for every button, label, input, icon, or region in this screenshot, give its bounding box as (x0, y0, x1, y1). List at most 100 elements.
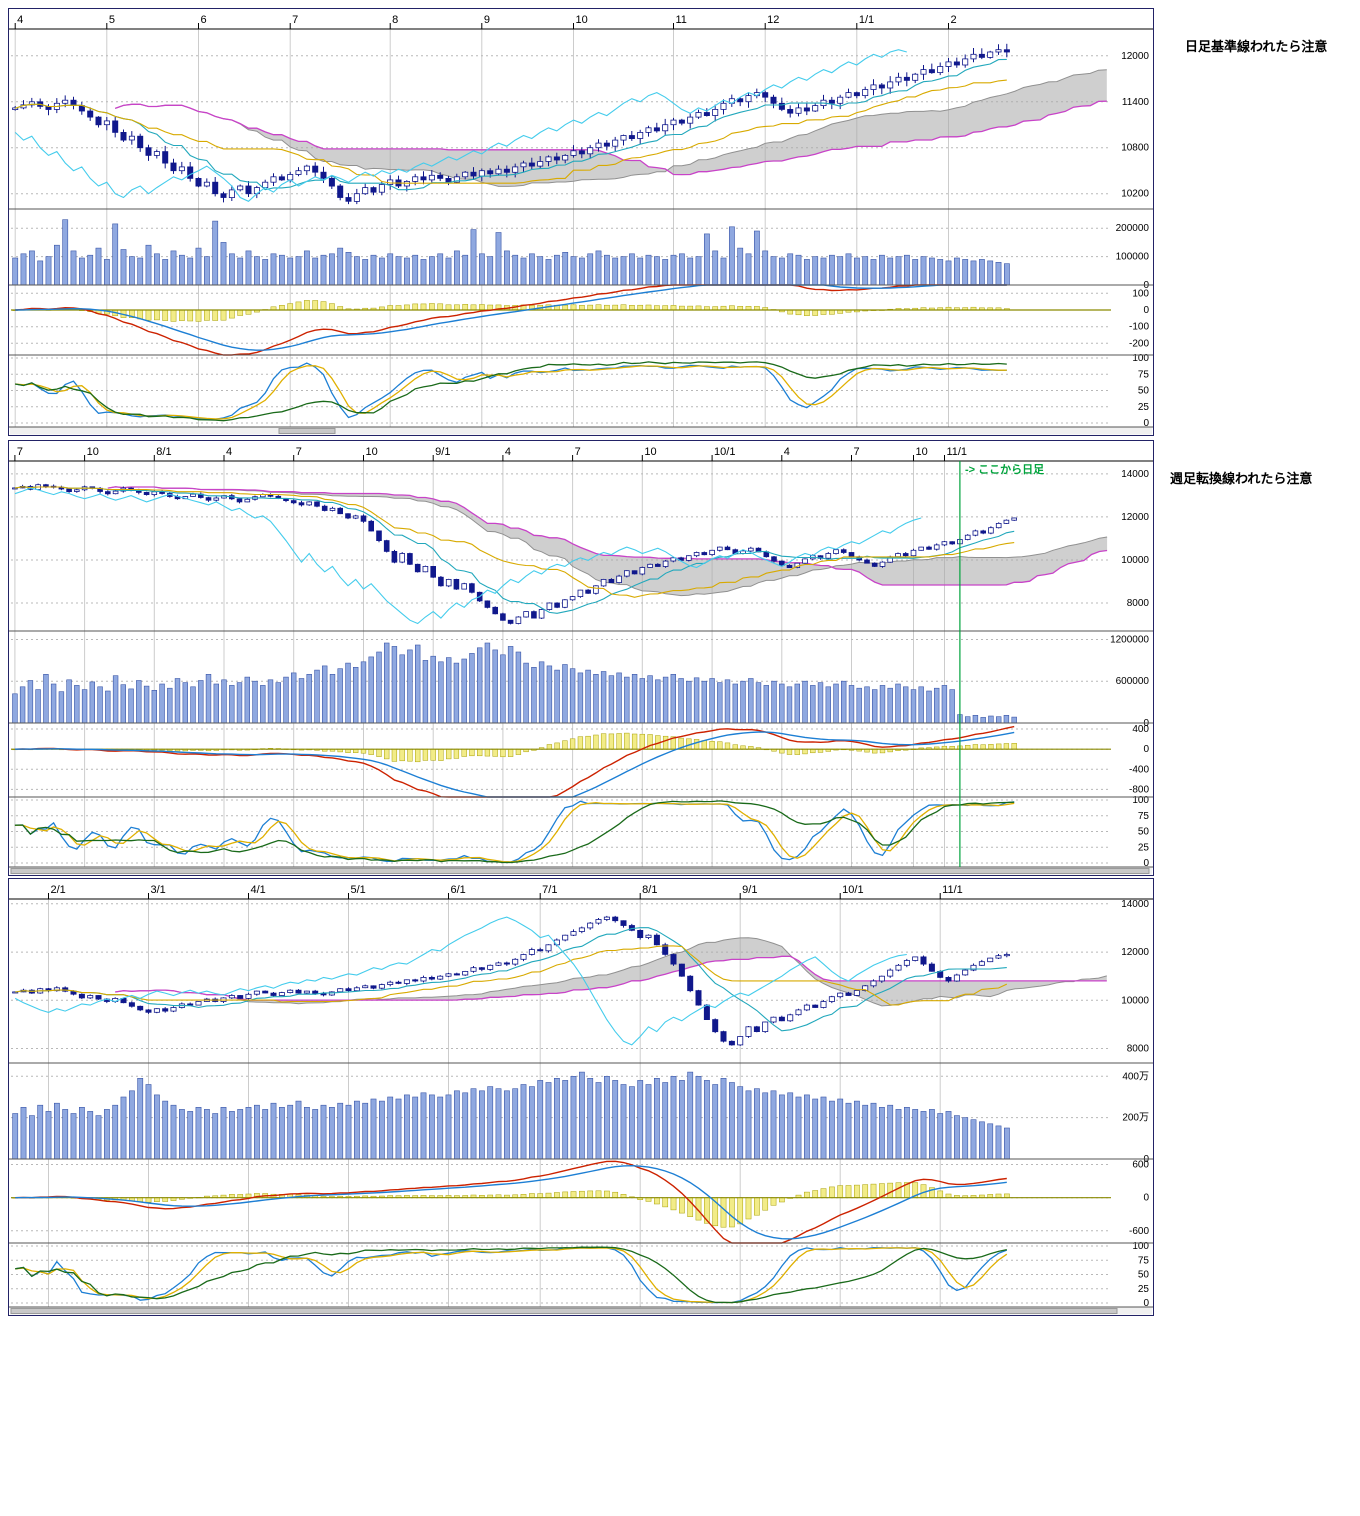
svg-text:10/1: 10/1 (842, 884, 863, 896)
svg-text:11: 11 (676, 14, 687, 26)
svg-text:10000: 10000 (1121, 555, 1149, 566)
svg-text:8000: 8000 (1127, 1044, 1150, 1055)
daily-baseline-warning-note: 日足基準線われたら注意 (1185, 39, 1328, 54)
svg-text:12000: 12000 (1121, 947, 1149, 958)
svg-text:100: 100 (1132, 795, 1149, 806)
date-axis: 4 5 6 7 8 9 10 11 12 1/1 2 (14, 14, 957, 29)
svg-text:7: 7 (292, 14, 298, 26)
svg-text:4: 4 (505, 446, 511, 458)
svg-text:100: 100 (1132, 353, 1149, 364)
svg-text:9/1: 9/1 (435, 446, 450, 458)
svg-text:5: 5 (109, 14, 115, 26)
macd-pane (11, 1160, 1111, 1244)
svg-text:400: 400 (1132, 724, 1149, 735)
grid (11, 899, 1111, 1307)
svg-text:25: 25 (1138, 842, 1150, 853)
svg-text:5/1: 5/1 (351, 884, 366, 896)
weekly-chart-svg: 14000 12000 10000 8000 1200000 600000 0 400 0 -40… (9, 441, 1153, 875)
macd-pane (11, 284, 1111, 356)
svg-text:0: 0 (1143, 418, 1149, 429)
svg-text:10800: 10800 (1121, 143, 1149, 154)
svg-text:12: 12 (767, 14, 779, 26)
svg-text:10: 10 (915, 446, 927, 458)
price-overlays (14, 486, 1015, 625)
svg-text:75: 75 (1138, 811, 1150, 822)
svg-text:10: 10 (644, 446, 656, 458)
svg-text:0: 0 (1143, 858, 1149, 869)
svg-text:4/1: 4/1 (251, 884, 266, 896)
svg-text:-400: -400 (1129, 764, 1149, 775)
candlesticks (12, 915, 1010, 1046)
svg-text:10: 10 (365, 446, 377, 458)
ichimoku-cloud (115, 937, 1107, 1007)
svg-text:75: 75 (1138, 1255, 1150, 1266)
svg-text:11/1: 11/1 (946, 446, 967, 458)
svg-text:400万: 400万 (1122, 1071, 1149, 1082)
svg-text:-100: -100 (1129, 322, 1149, 333)
svg-text:4: 4 (226, 446, 232, 458)
daily-chart-svg: 12000 11400 10800 10200 200000 100000 0 100 0 -10… (9, 9, 1153, 435)
svg-text:14000: 14000 (1121, 469, 1149, 480)
stochastic-pane (15, 361, 1007, 422)
candlesticks (12, 483, 1017, 625)
h-scrollbar-thumb[interactable] (278, 428, 336, 434)
svg-text:7: 7 (296, 446, 302, 458)
svg-text:200万: 200万 (1122, 1113, 1149, 1124)
svg-text:50: 50 (1138, 827, 1150, 838)
ichimoku-cloud (114, 69, 1107, 187)
svg-text:50: 50 (1138, 386, 1150, 397)
svg-text:-200: -200 (1129, 338, 1149, 349)
svg-text:10: 10 (87, 446, 99, 458)
svg-text:50: 50 (1138, 1270, 1150, 1281)
price-overlays (14, 49, 1007, 202)
svg-text:10: 10 (576, 14, 588, 26)
svg-text:7/1: 7/1 (542, 884, 557, 896)
daily-start-note: -> ここから日足 (965, 463, 1045, 476)
svg-text:8/1: 8/1 (156, 446, 171, 458)
svg-text:11400: 11400 (1122, 97, 1150, 108)
longspan-chart-svg: 14000 12000 10000 8000 400万 200万 0 600 0 -600 100 7… (9, 879, 1153, 1315)
candlesticks (12, 43, 1010, 205)
date-axis: 2/1 3/1 4/1 5/1 6/1 7/1 8/1 9/1 10/1 11/1 (48, 884, 963, 899)
svg-text:1/1: 1/1 (859, 14, 874, 26)
svg-text:7: 7 (17, 446, 23, 458)
svg-text:12000: 12000 (1121, 51, 1149, 62)
h-scrollbar-thumb[interactable] (10, 1308, 1118, 1314)
svg-text:1200000: 1200000 (1110, 634, 1149, 645)
svg-text:75: 75 (1138, 369, 1150, 380)
macd-pane (11, 725, 1111, 798)
stochastic-pane (15, 1246, 1008, 1304)
svg-text:6: 6 (201, 14, 207, 26)
svg-text:100: 100 (1132, 1241, 1149, 1252)
svg-text:100: 100 (1132, 288, 1149, 299)
svg-text:25: 25 (1138, 402, 1150, 413)
svg-text:-600: -600 (1129, 1226, 1149, 1237)
svg-text:25: 25 (1138, 1284, 1150, 1295)
svg-text:8: 8 (392, 14, 398, 26)
svg-text:4: 4 (784, 446, 790, 458)
svg-text:9: 9 (484, 14, 490, 26)
svg-text:4: 4 (17, 14, 23, 26)
h-scrollbar-track[interactable] (10, 427, 1152, 435)
svg-text:100000: 100000 (1116, 252, 1150, 263)
date-axis: 7 10 8/1 4 7 10 9/1 4 7 10 10/1 4 7 10 11/1 (14, 446, 967, 461)
axis-labels: 12000 11400 10800 10200 200000 100000 0 100 0 -10… (1116, 51, 1150, 429)
svg-text:10000: 10000 (1121, 995, 1149, 1006)
svg-text:0: 0 (1143, 744, 1149, 755)
svg-text:0: 0 (1143, 1193, 1149, 1204)
daily-chart-panel: 12000 11400 10800 10200 200000 100000 0 100 0 -10… (8, 8, 1154, 436)
svg-text:7: 7 (575, 446, 581, 458)
axis-labels: 14000 12000 10000 8000 1200000 600000 0 400 0 -40… (1110, 469, 1149, 869)
svg-text:600000: 600000 (1116, 676, 1150, 687)
svg-text:14000: 14000 (1121, 899, 1149, 910)
svg-text:12000: 12000 (1121, 512, 1149, 523)
svg-text:11/1: 11/1 (942, 884, 963, 896)
svg-text:7: 7 (853, 446, 859, 458)
chikou-line (14, 916, 907, 1046)
svg-text:600: 600 (1132, 1160, 1149, 1171)
svg-text:0: 0 (1143, 305, 1149, 316)
h-scrollbar-thumb[interactable] (10, 868, 1150, 874)
svg-text:8/1: 8/1 (642, 884, 657, 896)
svg-text:10200: 10200 (1121, 189, 1149, 200)
ichimoku-cloud (107, 486, 1108, 597)
